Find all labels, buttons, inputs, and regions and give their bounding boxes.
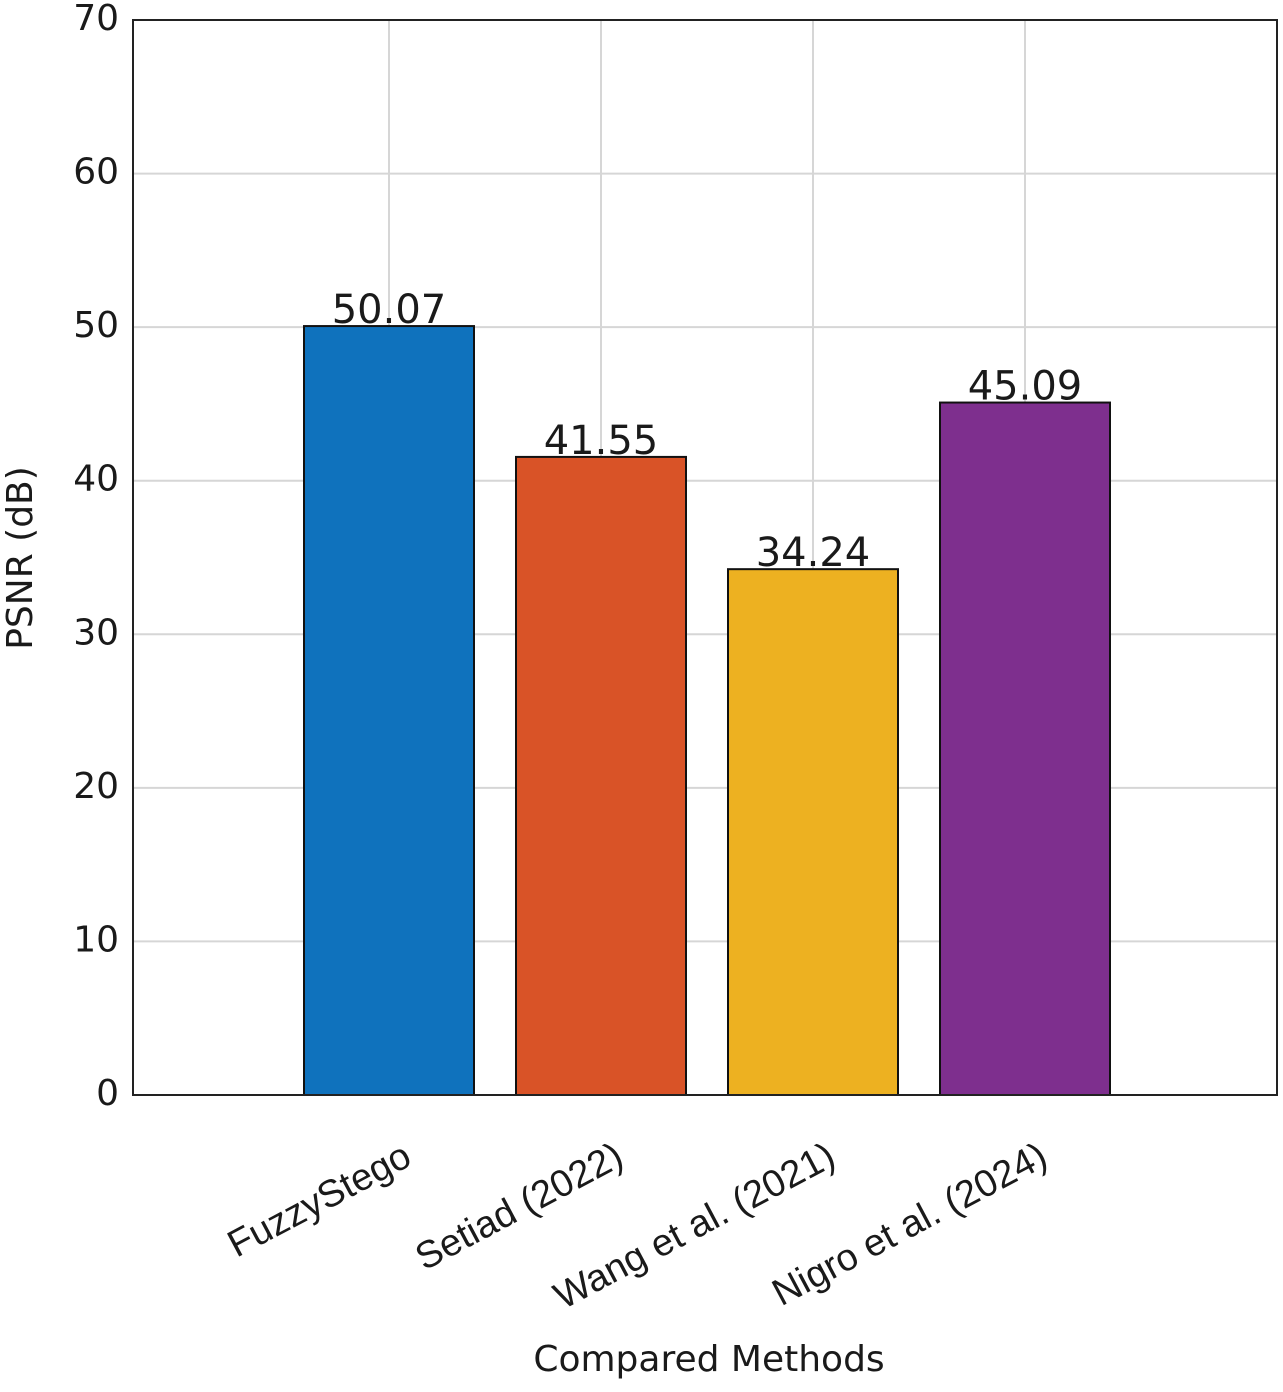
value-label: 41.55 <box>544 418 659 464</box>
y-tick-label: 10 <box>73 919 119 960</box>
x-tick-label: FuzzyStego <box>221 1135 418 1266</box>
y-tick-label: 70 <box>73 0 119 39</box>
y-tick-label: 20 <box>73 766 119 807</box>
value-label: 45.09 <box>968 364 1083 410</box>
y-tick-label: 30 <box>73 612 119 653</box>
value-label: 34.24 <box>756 530 871 576</box>
y-tick-label: 40 <box>73 459 119 500</box>
y-tick-label: 50 <box>73 305 119 346</box>
y-tick-label: 0 <box>96 1073 119 1114</box>
x-axis-label: Compared Methods <box>533 1339 884 1380</box>
bar <box>303 325 475 1096</box>
value-label: 50.07 <box>332 287 447 333</box>
bar <box>515 455 687 1096</box>
bar <box>939 401 1111 1096</box>
y-tick-label: 60 <box>73 152 119 193</box>
y-axis-label: PSNR (dB) <box>0 466 41 650</box>
bar <box>727 568 899 1096</box>
plot-frame <box>132 19 1278 1096</box>
